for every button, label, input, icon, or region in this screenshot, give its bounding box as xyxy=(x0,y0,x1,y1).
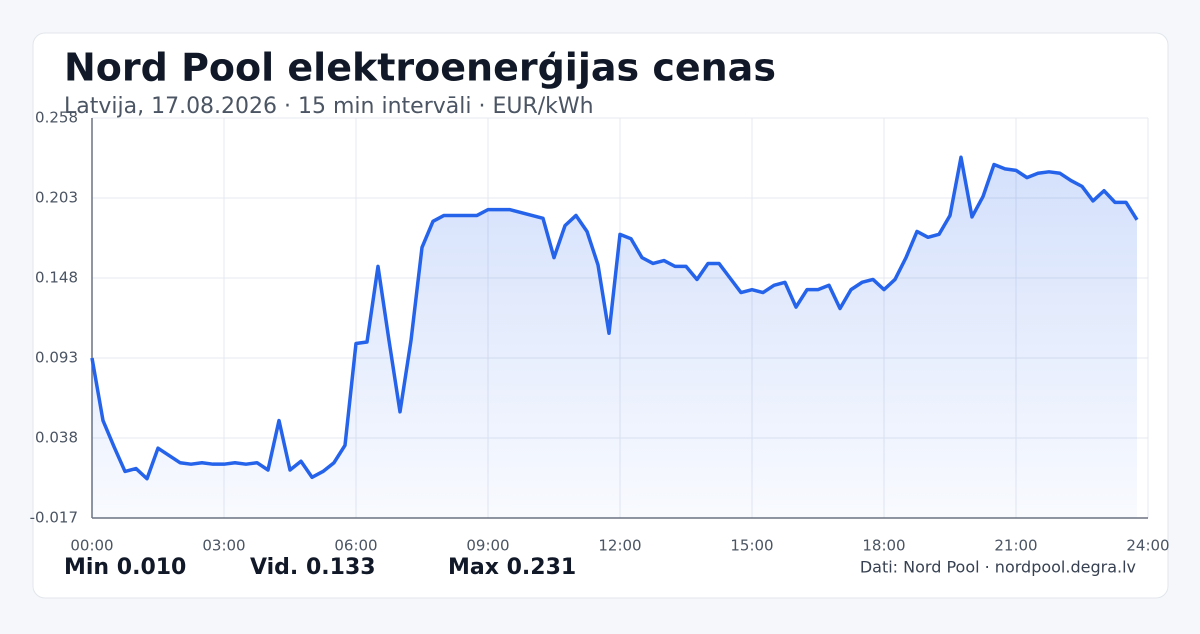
stat-value: 0.133 xyxy=(306,555,376,580)
y-tick-label: -0.017 xyxy=(30,509,78,527)
source: Dati: Nord Pool · nordpool.degra.lv xyxy=(860,558,1136,577)
stat: Max 0.231 xyxy=(448,555,576,580)
y-tick-label: 0.203 xyxy=(35,189,78,207)
stat-label: Max xyxy=(448,555,499,580)
chart-title: Nord Pool elektroenerģijas cenas xyxy=(64,46,776,90)
stat: Vid. 0.133 xyxy=(250,555,376,580)
x-tick-label: 24:00 xyxy=(1126,537,1169,555)
area-fill xyxy=(92,157,1137,519)
stat: Min 0.010 xyxy=(64,555,186,580)
x-tick-label: 00:00 xyxy=(70,537,113,555)
x-tick-label: 06:00 xyxy=(334,537,377,555)
x-tick-label: 12:00 xyxy=(598,537,641,555)
stat-label: Vid. xyxy=(250,555,298,580)
x-tick-label: 15:00 xyxy=(730,537,773,555)
chart-subtitle: Latvija, 17.08.2026 · 15 min intervāli ·… xyxy=(64,94,594,119)
x-tick-label: 03:00 xyxy=(202,537,245,555)
y-tick-label: 0.258 xyxy=(35,109,78,127)
x-tick-label: 18:00 xyxy=(862,537,905,555)
y-tick-label: 0.148 xyxy=(35,269,78,287)
stat-label: Min xyxy=(64,555,109,580)
y-tick-label: 0.038 xyxy=(35,429,78,447)
y-tick-label: 0.093 xyxy=(35,349,78,367)
price-line xyxy=(90,155,1139,481)
x-tick-label: 09:00 xyxy=(466,537,509,555)
stat-value: 0.231 xyxy=(507,555,577,580)
stat-value: 0.010 xyxy=(117,555,187,580)
x-tick-label: 21:00 xyxy=(994,537,1037,555)
